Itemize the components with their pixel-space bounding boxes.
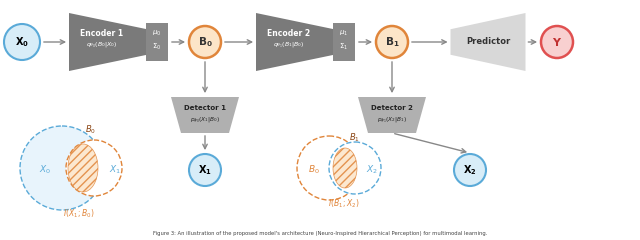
Text: $\Sigma_1$: $\Sigma_1$ [339, 42, 349, 52]
Polygon shape [69, 13, 147, 71]
Circle shape [20, 126, 104, 210]
Bar [146, 23, 168, 61]
Text: $B_0$: $B_0$ [308, 164, 320, 176]
Text: $q_{\theta_1}(B_1|B_0)$: $q_{\theta_1}(B_1|B_0)$ [273, 41, 305, 49]
Circle shape [297, 136, 361, 200]
Text: Detector 2: Detector 2 [371, 105, 413, 111]
Ellipse shape [68, 144, 98, 192]
Text: Figure 3: An illustration of the proposed model's architecture (Neuro-Inspired H: Figure 3: An illustration of the propose… [153, 230, 487, 235]
Text: $\mathbf{B_0}$: $\mathbf{B_0}$ [198, 35, 212, 49]
Circle shape [4, 24, 40, 60]
Text: $\mu_1$: $\mu_1$ [339, 28, 349, 38]
Polygon shape [171, 97, 239, 133]
Text: $p_{\phi_1}(X_2|B_1)$: $p_{\phi_1}(X_2|B_1)$ [377, 115, 407, 125]
Circle shape [376, 26, 408, 58]
Bar [333, 23, 355, 61]
Text: $X_1$: $X_1$ [109, 164, 121, 176]
Polygon shape [358, 97, 426, 133]
Text: $\mu_0$: $\mu_0$ [152, 28, 162, 38]
Text: $B_0$: $B_0$ [86, 124, 97, 136]
Polygon shape [451, 13, 525, 71]
Text: $\mathbf{B_1}$: $\mathbf{B_1}$ [385, 35, 399, 49]
Circle shape [66, 140, 122, 196]
Circle shape [189, 26, 221, 58]
Text: $B_1$: $B_1$ [349, 132, 360, 144]
Text: $I(X_1; B_0)$: $I(X_1; B_0)$ [63, 208, 95, 220]
Text: $X_2$: $X_2$ [366, 164, 378, 176]
Circle shape [189, 154, 221, 186]
Circle shape [454, 154, 486, 186]
Text: $\mathbf{X_2}$: $\mathbf{X_2}$ [463, 163, 477, 177]
Circle shape [329, 142, 381, 194]
Text: $\mathbf{Y}$: $\mathbf{Y}$ [552, 36, 562, 48]
Text: Predictor: Predictor [466, 37, 510, 47]
Polygon shape [256, 13, 334, 71]
Text: Encoder 2: Encoder 2 [268, 29, 310, 37]
Text: $\Sigma_0$: $\Sigma_0$ [152, 42, 162, 52]
Ellipse shape [333, 148, 357, 188]
Text: $q_{\theta_0}(B_0|X_0)$: $q_{\theta_0}(B_0|X_0)$ [86, 41, 118, 49]
Text: Encoder 1: Encoder 1 [81, 29, 124, 37]
Text: $\mathbf{X_1}$: $\mathbf{X_1}$ [198, 163, 212, 177]
Text: $I(B_1; X_2)$: $I(B_1; X_2)$ [328, 198, 360, 210]
Text: $\mathbf{X_0}$: $\mathbf{X_0}$ [15, 35, 29, 49]
Circle shape [541, 26, 573, 58]
Text: Detector 1: Detector 1 [184, 105, 226, 111]
Text: $X_0$: $X_0$ [39, 164, 51, 176]
Text: $p_{\phi_0}(X_1|B_0)$: $p_{\phi_0}(X_1|B_0)$ [190, 115, 220, 125]
